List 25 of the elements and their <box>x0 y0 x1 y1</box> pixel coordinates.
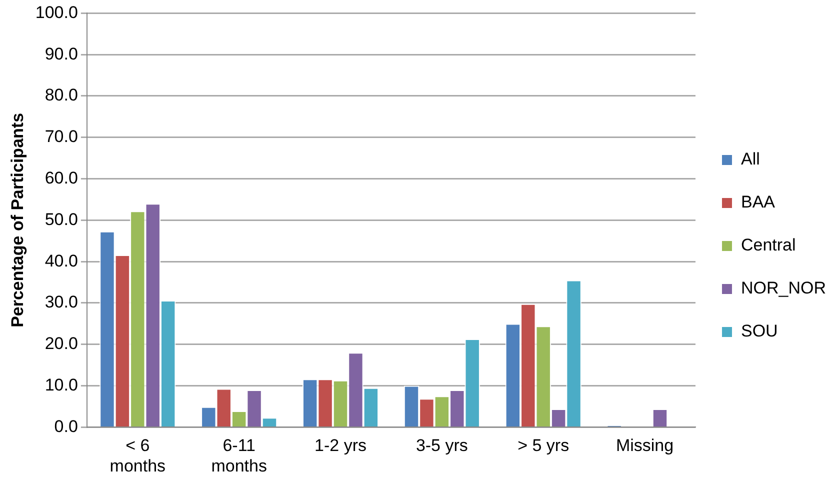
y-tick-label: 60.0 <box>44 168 78 188</box>
legend-label: SOU <box>740 322 778 341</box>
x-tick-label: > 5 yrs <box>518 436 570 456</box>
legend-label: Central <box>740 236 796 255</box>
y-axis-title: Percentage of Participants <box>8 112 27 328</box>
category-label: months <box>211 456 267 476</box>
y-tick-label: 100.0 <box>35 2 78 22</box>
legend-label: BAA <box>740 192 776 212</box>
category-label: < 6 <box>126 436 150 456</box>
category-label: 6-11 <box>222 436 256 456</box>
y-tick-label: 0.0 <box>54 416 78 436</box>
y-tick-label: 40.0 <box>44 251 78 270</box>
y-tick-label: 30.0 <box>44 292 78 312</box>
y-tick-label: 70.0 <box>44 127 78 146</box>
x-tick-label: Missing <box>616 436 674 456</box>
y-tick-label: 10.0 <box>44 375 78 394</box>
legend-label: All <box>740 150 760 169</box>
legend-label: NOR_NOR <box>740 278 826 298</box>
x-tick-label: 3-5 yrs <box>416 436 468 456</box>
category-label: months <box>110 456 166 476</box>
x-tick-label: 1-2 yrs <box>314 436 366 456</box>
y-tick-label: 50.0 <box>44 210 78 229</box>
y-tick-label: 90.0 <box>44 44 78 64</box>
y-tick-label: 80.0 <box>44 86 78 105</box>
y-tick-label: 20.0 <box>44 334 78 354</box>
